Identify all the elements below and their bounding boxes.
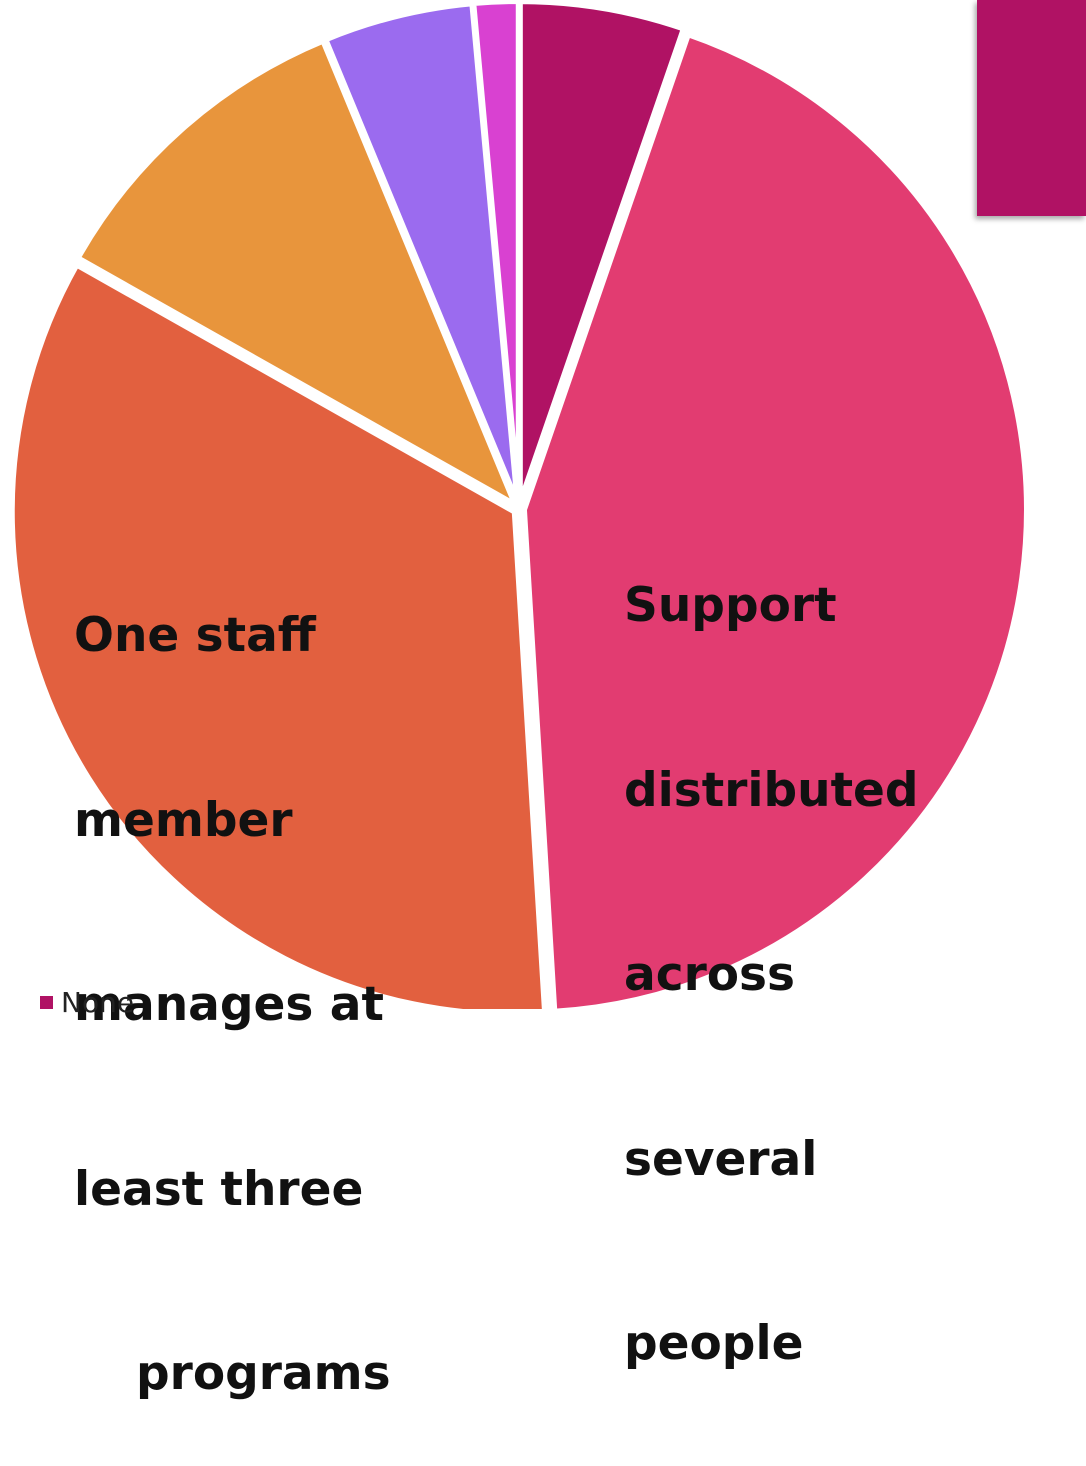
pie-slice bbox=[322, 0, 521, 508]
slice-label-line: several bbox=[624, 1131, 818, 1187]
pie-slice bbox=[470, 0, 522, 508]
slice-label-line: distributed bbox=[624, 762, 919, 818]
slice-label-one-staff: One staff member manages at least three … bbox=[74, 482, 391, 1466]
slice-label-line: member bbox=[74, 792, 293, 848]
pie-slice bbox=[520, 31, 1030, 1009]
chart-legend: None bbox=[40, 986, 134, 1019]
pie-slice bbox=[516, 0, 687, 508]
slice-label-line: across bbox=[624, 947, 795, 1002]
slice-label-line: Support bbox=[624, 578, 837, 633]
slice-label-support: Support distributed across several peopl… bbox=[624, 452, 919, 1436]
pie-chart bbox=[8, 0, 1030, 1009]
slice-label-line: One staff bbox=[74, 608, 316, 663]
slice-label-line: people bbox=[624, 1316, 804, 1371]
legend-swatch bbox=[40, 996, 53, 1009]
pie-slice bbox=[74, 37, 519, 509]
slice-label-line: least three bbox=[74, 1161, 364, 1217]
legend-label: None bbox=[61, 986, 135, 1019]
slice-label-line: programs bbox=[136, 1346, 391, 1401]
pie-slice bbox=[8, 261, 548, 1009]
accent-block bbox=[977, 0, 1086, 216]
